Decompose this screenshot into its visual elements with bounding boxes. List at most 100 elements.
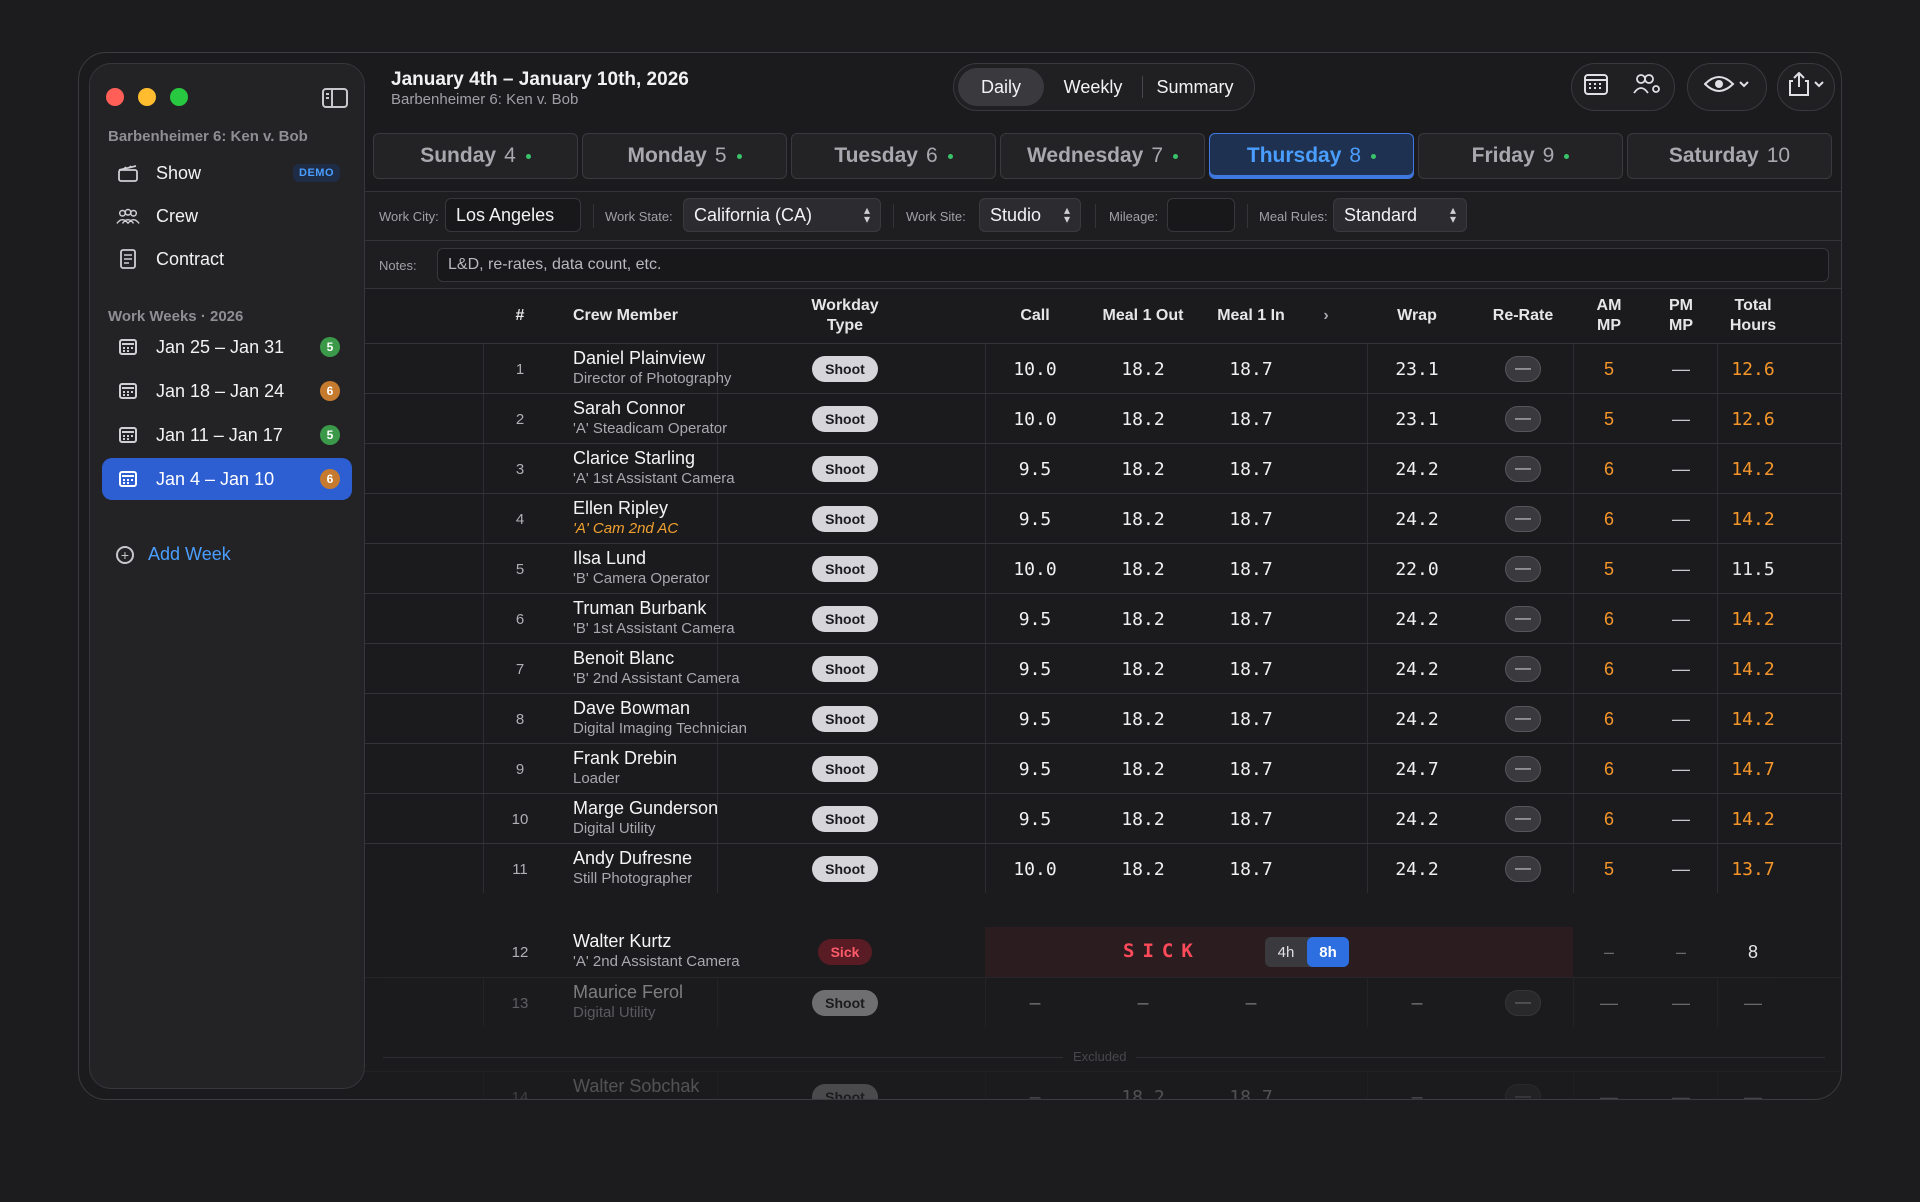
workday-type-pill[interactable]: Shoot xyxy=(812,990,878,1016)
rerate-button[interactable]: — xyxy=(1505,806,1541,832)
workday-type-pill[interactable]: Shoot xyxy=(812,606,878,632)
minimize-window-button[interactable] xyxy=(138,88,156,106)
crew-member[interactable]: Daniel Plainview Director of Photography xyxy=(573,348,731,388)
tab-tuesday[interactable]: Tuesday 6 xyxy=(791,133,996,179)
meal1-in-time[interactable]: — xyxy=(1245,992,1257,1014)
calendar-icon[interactable] xyxy=(1584,73,1608,101)
rerate-button[interactable]: — xyxy=(1505,406,1541,432)
tab-monday[interactable]: Monday 5 xyxy=(582,133,787,179)
meal1-in-time[interactable]: 18.7 xyxy=(1229,708,1273,730)
crew-member[interactable]: Sarah Connor 'A' Steadicam Operator xyxy=(573,398,727,438)
rerate-button[interactable]: — xyxy=(1505,756,1541,782)
mileage-field[interactable] xyxy=(1167,198,1235,232)
wrap-time[interactable]: 24.2 xyxy=(1395,458,1439,480)
crew-member[interactable]: Truman Burbank 'B' 1st Assistant Camera xyxy=(573,598,735,638)
meal1-out-time[interactable]: 18.2 xyxy=(1121,508,1165,530)
sidebar-toggle-icon[interactable] xyxy=(322,88,348,108)
tab-saturday[interactable]: Saturday 10 xyxy=(1627,133,1832,179)
call-time[interactable]: 9.5 xyxy=(1018,508,1052,530)
workday-type-pill[interactable]: Shoot xyxy=(812,406,878,432)
meal1-in-time[interactable]: 18.7 xyxy=(1229,558,1273,580)
meal1-out-time[interactable]: 18.2 xyxy=(1121,858,1165,880)
workday-type-pill[interactable]: Shoot xyxy=(812,656,878,682)
work-state-select[interactable]: California (CA) ▴ ▾ xyxy=(683,198,881,232)
call-time[interactable]: 9.5 xyxy=(1018,758,1052,780)
rerate-button[interactable]: — xyxy=(1505,606,1541,632)
tab-wednesday[interactable]: Wednesday 7 xyxy=(1000,133,1205,179)
meal1-out-time[interactable]: 18.2 xyxy=(1121,408,1165,430)
meal1-in-time[interactable]: 18.7 xyxy=(1229,1086,1273,1100)
meal1-out-time[interactable]: 18.2 xyxy=(1121,358,1165,380)
workday-type-pill[interactable]: Shoot xyxy=(812,456,878,482)
crew-member[interactable]: Benoit Blanc 'B' 2nd Assistant Camera xyxy=(573,648,740,688)
call-time[interactable]: 9.5 xyxy=(1018,458,1052,480)
workday-type-pill[interactable]: Shoot xyxy=(812,856,878,882)
tab-sunday[interactable]: Sunday 4 xyxy=(373,133,578,179)
person-gear-icon[interactable] xyxy=(1632,73,1662,101)
rerate-button[interactable]: — xyxy=(1505,990,1541,1016)
call-time[interactable]: 9.5 xyxy=(1018,708,1052,730)
call-time[interactable]: 10.0 xyxy=(1013,858,1057,880)
rerate-button[interactable]: — xyxy=(1505,556,1541,582)
call-time[interactable]: 10.0 xyxy=(1013,358,1057,380)
meal-rules-select[interactable]: Standard ▴ ▾ xyxy=(1333,198,1467,232)
meal1-out-time[interactable]: 18.2 xyxy=(1121,458,1165,480)
call-time[interactable]: — xyxy=(1029,992,1041,1014)
sidebar-item-week-jan18[interactable]: Jan 18 – Jan 24 6 xyxy=(102,370,352,412)
call-time[interactable]: 9.5 xyxy=(1018,658,1052,680)
tab-thursday[interactable]: Thursday 8 xyxy=(1209,133,1414,179)
work-city-field[interactable]: Los Angeles xyxy=(445,198,581,232)
workday-type-pill[interactable]: Shoot xyxy=(812,556,878,582)
wrap-time[interactable]: 24.2 xyxy=(1395,658,1439,680)
expand-columns-chevron-icon[interactable]: › xyxy=(1323,307,1329,324)
meal1-in-time[interactable]: 18.7 xyxy=(1229,608,1273,630)
sick-hours-option[interactable]: 4h xyxy=(1277,943,1295,961)
rerate-button[interactable]: — xyxy=(1505,506,1541,532)
meal1-out-time[interactable]: 18.2 xyxy=(1121,558,1165,580)
sidebar-item-show[interactable]: Show DEMO xyxy=(102,152,352,194)
call-time[interactable]: 10.0 xyxy=(1013,558,1057,580)
crew-member[interactable]: Dave Bowman Digital Imaging Technician xyxy=(573,698,747,738)
meal1-out-time[interactable]: 18.2 xyxy=(1121,658,1165,680)
tab-summary[interactable]: Summary xyxy=(1156,76,1234,97)
wrap-time[interactable]: 24.2 xyxy=(1395,808,1439,830)
tab-friday[interactable]: Friday 9 xyxy=(1418,133,1623,179)
workday-type-pill[interactable]: Shoot xyxy=(812,806,878,832)
wrap-time[interactable]: 24.7 xyxy=(1395,758,1439,780)
wrap-time[interactable]: 24.2 xyxy=(1395,508,1439,530)
crew-member[interactable]: Clarice Starling 'A' 1st Assistant Camera xyxy=(573,448,735,488)
zoom-window-button[interactable] xyxy=(170,88,188,106)
meal1-out-time[interactable]: — xyxy=(1137,992,1149,1014)
meal1-in-time[interactable]: 18.7 xyxy=(1229,508,1273,530)
rerate-button[interactable]: — xyxy=(1505,706,1541,732)
meal1-in-time[interactable]: 18.7 xyxy=(1229,758,1273,780)
call-time[interactable]: — xyxy=(1029,1086,1041,1100)
wrap-time[interactable]: 24.2 xyxy=(1395,858,1439,880)
meal1-in-time[interactable]: 18.7 xyxy=(1229,658,1273,680)
wrap-time[interactable]: 23.1 xyxy=(1395,408,1439,430)
wrap-time[interactable]: 24.2 xyxy=(1395,708,1439,730)
call-time[interactable]: 9.5 xyxy=(1018,608,1052,630)
wrap-time[interactable]: — xyxy=(1411,1086,1423,1100)
workday-type-pill[interactable]: Shoot xyxy=(812,756,878,782)
crew-member[interactable]: Maurice Ferol Digital Utility xyxy=(573,982,683,1022)
meal1-out-time[interactable]: 18.2 xyxy=(1121,808,1165,830)
workday-type-pill[interactable]: Shoot xyxy=(812,1084,878,1099)
rerate-button[interactable]: — xyxy=(1505,456,1541,482)
sidebar-item-contract[interactable]: Contract xyxy=(102,238,352,280)
meal1-in-time[interactable]: 18.7 xyxy=(1229,858,1273,880)
wrap-time[interactable]: 23.1 xyxy=(1395,358,1439,380)
crew-member[interactable]: Andy Dufresne Still Photographer xyxy=(573,848,692,888)
crew-member[interactable]: Walter Sobchak'C' Camera Operator xyxy=(573,1076,710,1099)
workday-type-pill[interactable]: Sick xyxy=(817,939,873,965)
tab-daily[interactable]: Daily xyxy=(958,68,1044,106)
workday-type-pill[interactable]: Shoot xyxy=(812,506,878,532)
meal1-in-time[interactable]: 18.7 xyxy=(1229,458,1273,480)
sidebar-item-crew[interactable]: Crew xyxy=(102,195,352,237)
workday-type-pill[interactable]: Shoot xyxy=(812,356,878,382)
add-week-button[interactable]: + Add Week xyxy=(116,544,231,565)
rerate-button[interactable]: — xyxy=(1505,1084,1541,1099)
visibility-menu[interactable] xyxy=(1687,63,1767,111)
tab-weekly[interactable]: Weekly xyxy=(1063,76,1123,97)
close-window-button[interactable] xyxy=(106,88,124,106)
